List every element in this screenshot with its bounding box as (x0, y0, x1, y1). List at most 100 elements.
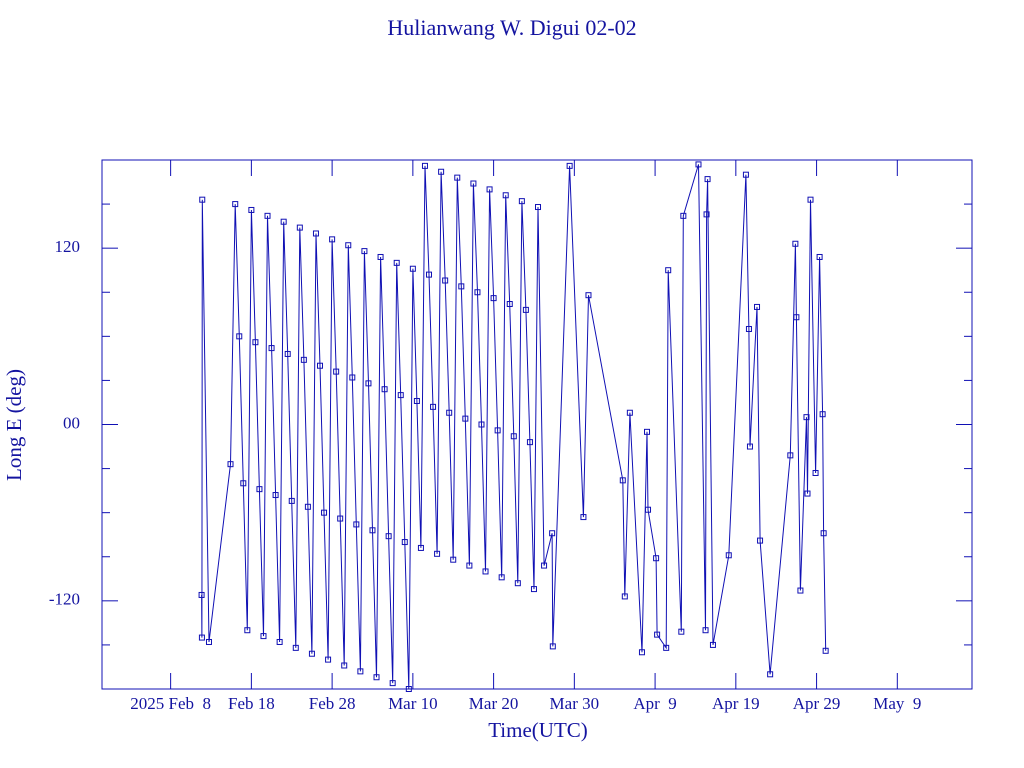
data-point (486, 186, 493, 193)
data-point (466, 562, 473, 569)
data-point (260, 633, 267, 640)
data-point (236, 333, 243, 340)
x-tick-label: Feb 28 (309, 694, 356, 713)
x-tick-label: Mar 10 (388, 694, 438, 713)
data-point (490, 295, 497, 302)
data-point (288, 497, 295, 504)
data-point (745, 325, 752, 332)
data-point (454, 174, 461, 181)
data-point (549, 643, 556, 650)
data-point (619, 477, 626, 484)
chart-title: Hulianwang W. Digui 02-02 (387, 15, 636, 40)
data-point (816, 253, 823, 260)
data-point (365, 380, 372, 387)
data-point (580, 514, 587, 521)
data-point (663, 644, 670, 651)
data-point (478, 421, 485, 428)
data-point (530, 586, 537, 593)
x-tick-label: Feb 18 (228, 694, 275, 713)
data-point (510, 433, 517, 440)
data-point (621, 593, 628, 600)
plot-frame (101, 159, 973, 690)
data-point (252, 339, 259, 346)
data-point (450, 556, 457, 563)
y-tick-label: 00 (63, 413, 80, 432)
data-point (709, 641, 716, 648)
data-point (725, 552, 732, 559)
data-point (430, 403, 437, 410)
data-point (819, 411, 826, 418)
data-point (535, 204, 542, 211)
data-point (812, 469, 819, 476)
data-point (704, 176, 711, 183)
data-point (276, 638, 283, 645)
data-point (345, 242, 352, 249)
data-point (272, 492, 279, 499)
data-point (198, 634, 205, 641)
data-point (514, 580, 521, 587)
data-point (482, 568, 489, 575)
data-point (703, 211, 710, 218)
data-point (389, 680, 396, 687)
data-point (626, 409, 633, 416)
data-point (312, 230, 319, 237)
data-point (296, 224, 303, 231)
data-point (199, 196, 206, 203)
data-point (518, 198, 525, 205)
data-point (280, 218, 287, 225)
data-point (268, 345, 275, 352)
data-point (792, 240, 799, 247)
x-tick-label: Apr 29 (793, 694, 841, 713)
data-point (653, 555, 660, 562)
data-point (329, 236, 336, 243)
x-tick-label: Apr 9 (633, 694, 676, 713)
data-point (757, 537, 764, 544)
data-point (680, 212, 687, 219)
data-point (462, 415, 469, 422)
data-point (397, 392, 404, 399)
data-point (754, 303, 761, 310)
data-point (337, 515, 344, 522)
data-point (198, 591, 205, 598)
x-tick-label: Apr 19 (712, 694, 760, 713)
data-line (201, 164, 827, 690)
data-point (421, 162, 428, 169)
data-point (308, 650, 315, 657)
data-point (349, 374, 356, 381)
data-point (470, 180, 477, 187)
data-point (804, 490, 811, 497)
data-point (333, 368, 340, 375)
data-point (353, 521, 360, 528)
data-point (300, 356, 307, 363)
data-point (232, 201, 239, 208)
data-point (325, 656, 332, 663)
data-point (522, 306, 529, 313)
data-point (304, 503, 311, 510)
data-point (822, 647, 829, 654)
data-point (541, 562, 548, 569)
data-point (442, 277, 449, 284)
data-point (746, 443, 753, 450)
data-point (494, 427, 501, 434)
data-point (645, 506, 652, 513)
data-point (502, 192, 509, 199)
data-point (227, 461, 234, 468)
y-tick-label: -120 (49, 590, 80, 609)
x-tick-label: Mar 30 (550, 694, 600, 713)
data-point (638, 649, 645, 656)
data-point (644, 428, 651, 435)
data-point (434, 550, 441, 557)
y-tick-label: 120 (55, 237, 81, 256)
data-point (678, 628, 685, 635)
data-point (357, 668, 364, 675)
data-point (526, 439, 533, 446)
data-point (566, 162, 573, 169)
data-point (787, 452, 794, 459)
data-point (317, 362, 324, 369)
data-point (240, 480, 247, 487)
data-point (585, 292, 592, 299)
data-point (820, 530, 827, 537)
data-point (803, 414, 810, 421)
x-tick-label: Mar 20 (469, 694, 519, 713)
